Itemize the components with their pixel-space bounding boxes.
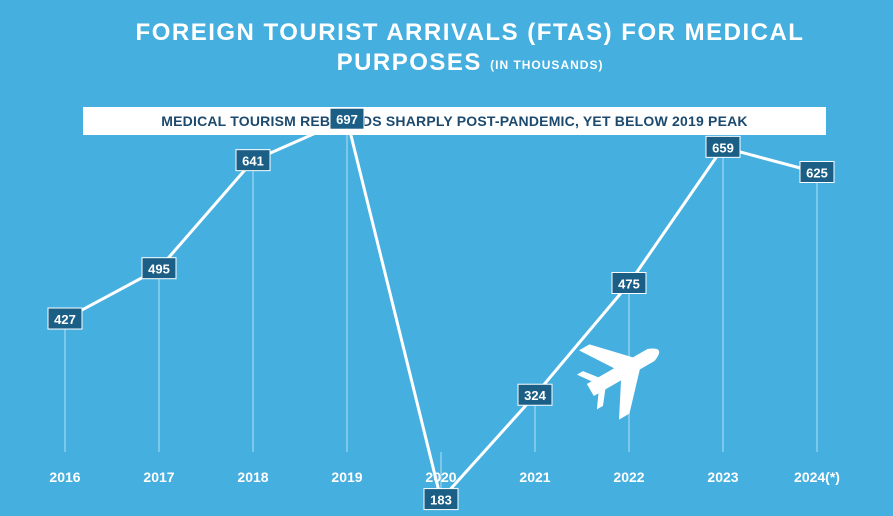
x-tick-label: 2017 — [143, 469, 174, 485]
data-label: 659 — [705, 135, 741, 158]
data-label-box — [517, 383, 553, 406]
data-label-box — [47, 307, 83, 330]
data-label-box — [141, 257, 177, 280]
chart-title-unit: (IN THOUSANDS) — [490, 58, 604, 72]
data-label-text: 427 — [54, 312, 76, 327]
x-tick-label: 2020 — [425, 469, 456, 485]
data-label-text: 625 — [806, 166, 828, 181]
x-tick-label: 2021 — [519, 469, 550, 485]
data-label-text: 475 — [618, 277, 640, 292]
x-tick-label: 2019 — [331, 469, 362, 485]
chart-subtitle-text: MEDICAL TOURISM REBOUNDS SHARPLY POST-PA… — [161, 113, 748, 129]
data-label: 183 — [423, 488, 459, 511]
x-tick-label: 2024(*) — [794, 469, 840, 485]
x-tick-label: 2016 — [49, 469, 80, 485]
data-label-box — [329, 107, 365, 130]
data-label-text: 324 — [524, 388, 546, 403]
data-labels: 427 495 641 697 183 324 475 659 625 — [47, 107, 835, 511]
data-label-box — [799, 161, 835, 183]
chart-title: FOREIGN TOURIST ARRIVALS (FTAS) FOR MEDI… — [60, 18, 880, 80]
data-label-box — [611, 272, 647, 294]
data-label: 697 — [329, 107, 365, 130]
data-label: 625 — [799, 161, 835, 183]
data-label-text: 641 — [242, 154, 264, 169]
x-axis-ticks: 2016 2017 2018 2019 2020 2021 2022 2023 2024(*) — [49, 469, 840, 485]
data-label-text: 183 — [430, 493, 452, 508]
data-label-box — [423, 488, 459, 511]
data-label: 475 — [611, 272, 647, 294]
data-label: 324 — [517, 383, 553, 406]
data-label: 641 — [235, 149, 271, 172]
data-label-box — [705, 135, 741, 158]
data-label-text: 495 — [148, 262, 170, 277]
chart-title-text: FOREIGN TOURIST ARRIVALS (FTAS) FOR MEDI… — [135, 19, 805, 76]
data-label: 427 — [47, 307, 83, 330]
airplane-icon — [576, 344, 660, 420]
x-tick-label: 2018 — [237, 469, 268, 485]
data-label: 495 — [141, 257, 177, 280]
series-line — [64, 117, 818, 502]
chart-subtitle: MEDICAL TOURISM REBOUNDS SHARPLY POST-PA… — [83, 107, 826, 135]
data-label-box — [235, 149, 271, 172]
x-tick-label: 2023 — [707, 469, 738, 485]
data-label-text: 659 — [712, 140, 734, 155]
x-tick-label: 2022 — [613, 469, 644, 485]
data-label-text: 697 — [336, 112, 358, 127]
